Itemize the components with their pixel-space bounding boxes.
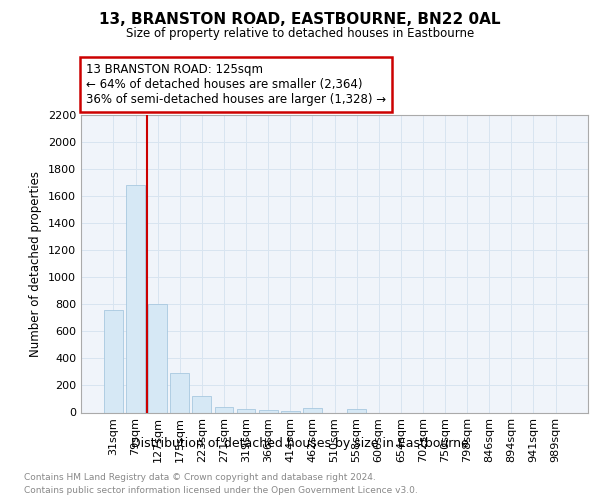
Bar bbox=[281, 411, 299, 412]
Text: 13, BRANSTON ROAD, EASTBOURNE, BN22 0AL: 13, BRANSTON ROAD, EASTBOURNE, BN22 0AL bbox=[99, 12, 501, 28]
Bar bbox=[193, 396, 211, 412]
Bar bbox=[104, 310, 123, 412]
Bar bbox=[347, 409, 366, 412]
Text: 13 BRANSTON ROAD: 125sqm
← 64% of detached houses are smaller (2,364)
36% of sem: 13 BRANSTON ROAD: 125sqm ← 64% of detach… bbox=[86, 63, 386, 106]
Bar bbox=[170, 372, 189, 412]
Bar bbox=[236, 409, 256, 412]
Text: Contains public sector information licensed under the Open Government Licence v3: Contains public sector information licen… bbox=[24, 486, 418, 495]
Bar bbox=[148, 304, 167, 412]
Text: Size of property relative to detached houses in Eastbourne: Size of property relative to detached ho… bbox=[126, 28, 474, 40]
Bar bbox=[126, 186, 145, 412]
Text: Distribution of detached houses by size in Eastbourne: Distribution of detached houses by size … bbox=[131, 438, 469, 450]
Bar bbox=[259, 410, 278, 412]
Y-axis label: Number of detached properties: Number of detached properties bbox=[29, 171, 43, 357]
Bar bbox=[303, 408, 322, 412]
Bar bbox=[215, 407, 233, 412]
Text: Contains HM Land Registry data © Crown copyright and database right 2024.: Contains HM Land Registry data © Crown c… bbox=[24, 472, 376, 482]
